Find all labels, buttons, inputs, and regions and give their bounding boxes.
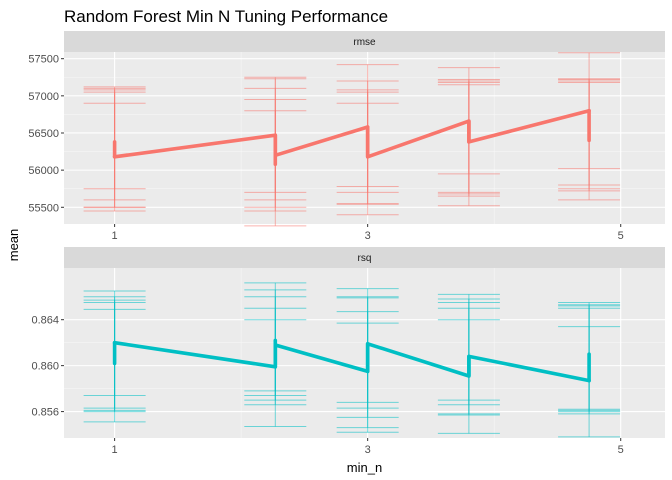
strip-label-rsq: rsq [358,253,372,264]
plot-panel-rmse [64,52,665,224]
y-tick-label: 56000 [28,165,59,177]
facet-panel-rmse: rmse 55500 56000 56500 57000 57500 1 3 5 [28,31,665,242]
plot-panel-rsq [64,268,665,438]
strip-rsq [64,247,665,268]
x-tick-label: 5 [618,444,624,456]
y-tick-label: 57500 [28,54,59,66]
y-tick-label: 57000 [28,91,59,103]
y-tick-label: 0.860 [31,361,59,373]
x-tick-label: 3 [365,230,371,242]
series-line-rmse [112,108,591,166]
x-tick-label: 3 [365,444,371,456]
x-tick-label: 1 [112,444,118,456]
axis-ticks-rmse: 55500 56000 56500 57000 57500 1 3 5 [28,54,623,242]
y-tick-label: 0.864 [31,315,59,327]
facet-panel-rsq: rsq 0.856 0.860 0.864 1 3 5 [31,247,665,456]
y-axis-title: mean [6,229,21,262]
chart-title: Random Forest Min N Tuning Performance [64,7,388,26]
x-tick-label: 5 [618,230,624,242]
errorbar [83,89,146,190]
y-tick-label: 55500 [28,202,59,214]
strip-label-rmse: rmse [353,37,376,48]
y-tick-label: 56500 [28,128,59,140]
x-axis-title: min_n [347,460,382,475]
x-tick-label: 1 [112,230,118,242]
strip-rmse [64,31,665,52]
errorbars-rsq [83,282,621,438]
series-line-rsq [112,338,591,383]
y-tick-label: 0.856 [31,407,59,419]
axis-ticks-rsq: 0.856 0.860 0.864 1 3 5 [31,315,623,456]
